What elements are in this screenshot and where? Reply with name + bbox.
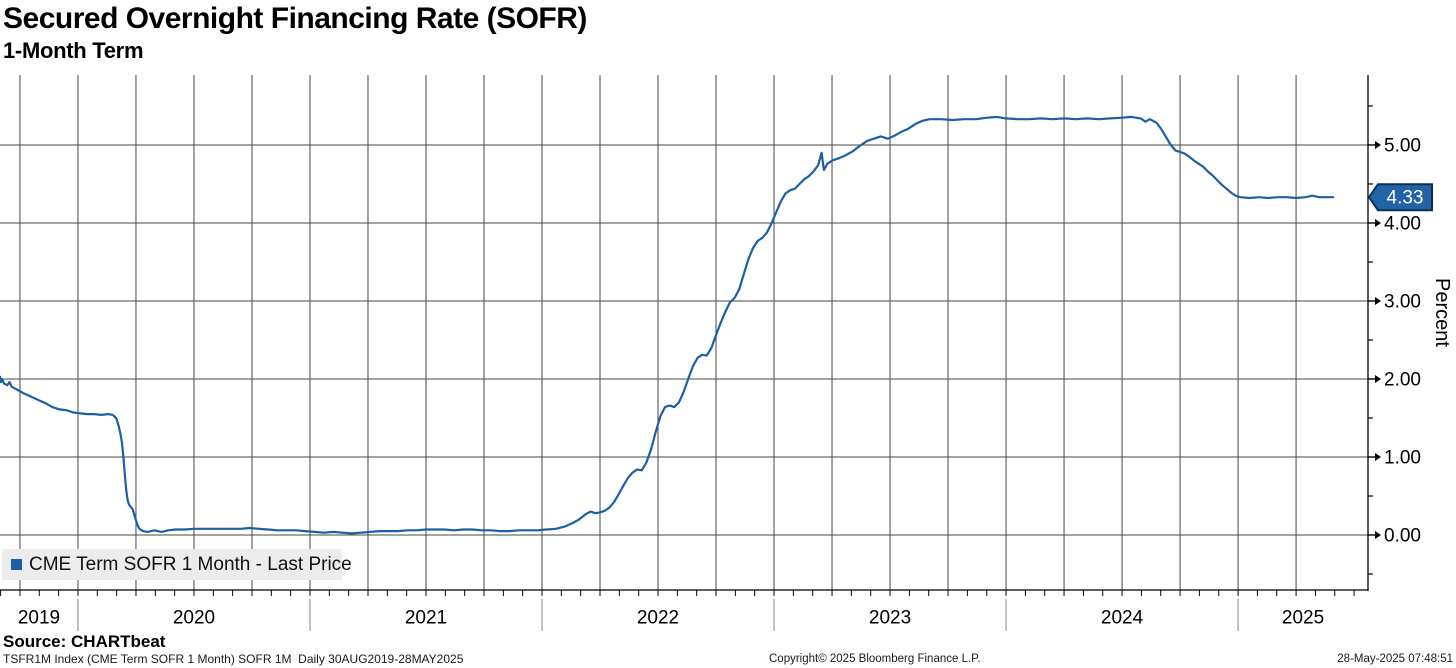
y-tick-label: 4.00 — [1384, 213, 1421, 234]
copyright-notice: Copyright© 2025 Bloomberg Finance L.P. — [769, 653, 981, 665]
axes — [0, 75, 1369, 591]
last-price-value: 4.33 — [1387, 188, 1424, 209]
page-subtitle: 1-Month Term — [3, 38, 144, 63]
source-line: Source: CHARTbeat — [3, 632, 166, 651]
x-tick-label: 2020 — [173, 608, 215, 629]
y-axis-title: Percent — [1431, 277, 1453, 347]
legend-series-marker-icon — [11, 559, 22, 570]
y-tick-label: 3.00 — [1384, 291, 1421, 312]
x-tick-label: 2024 — [1101, 608, 1144, 629]
y-tick-label: 1.00 — [1384, 447, 1421, 468]
x-tick-label: 2021 — [405, 608, 447, 629]
last-price-badge: 4.33 — [1367, 183, 1433, 212]
y-tick-label: 0.00 — [1384, 526, 1421, 547]
legend: CME Term SOFR 1 Month - Last Price — [2, 549, 352, 580]
y-minor-ticks — [1368, 105, 1373, 575]
x-year-labels: 2019 2020 2021 2022 2023 2024 2025 — [18, 599, 1324, 631]
y-tick-label: 2.00 — [1384, 369, 1421, 390]
horizontal-gridlines — [0, 144, 1368, 536]
x-tick-label: 2019 — [18, 608, 60, 629]
legend-series-label: CME Term SOFR 1 Month - Last Price — [29, 553, 352, 575]
ticker-description: TSFR1M Index (CME Term SOFR 1 Month) SOF… — [3, 652, 464, 666]
print-timestamp: 28-May-2025 07:48:51 — [1337, 653, 1453, 665]
y-tick-label: 5.00 — [1384, 135, 1421, 156]
x-tick-label: 2022 — [637, 608, 679, 629]
sofr-series-line — [0, 115, 1335, 535]
month-ticks — [0, 590, 1355, 596]
y-tick-labels: 0.00 1.00 2.00 3.00 4.00 5.00 — [1368, 135, 1421, 547]
vertical-gridlines — [19, 75, 1297, 590]
page-title: Secured Overnight Financing Rate (SOFR) — [3, 2, 587, 35]
x-tick-label: 2023 — [869, 608, 911, 629]
x-tick-label: 2025 — [1282, 608, 1324, 629]
